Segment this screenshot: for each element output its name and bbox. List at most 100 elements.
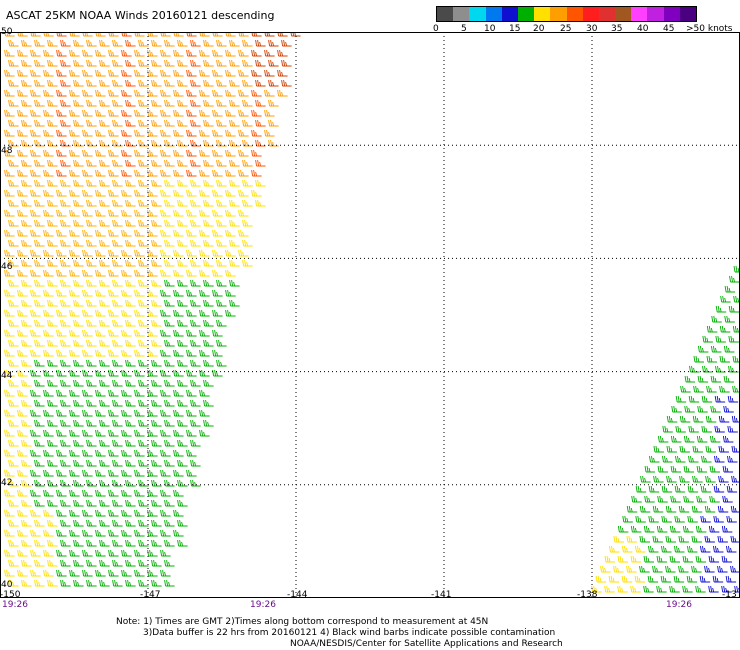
wind-barb xyxy=(255,119,266,127)
wind-barb xyxy=(86,139,97,147)
wind-barb xyxy=(125,39,136,47)
time-label-east: 19:26 xyxy=(666,600,692,610)
wind-barb xyxy=(160,509,171,517)
wind-barb xyxy=(595,575,607,583)
wind-barb xyxy=(687,515,698,523)
wind-barb xyxy=(648,485,660,493)
wind-barb xyxy=(617,525,629,533)
wind-barb xyxy=(134,129,145,137)
wind-barb xyxy=(30,409,41,417)
wind-barb xyxy=(8,279,19,287)
wind-barb xyxy=(125,579,136,587)
wind-barb xyxy=(212,249,223,257)
wind-barb xyxy=(73,499,84,507)
wind-barb xyxy=(630,555,642,563)
wind-barb xyxy=(701,395,713,403)
wind-barb xyxy=(125,479,136,487)
wind-barb xyxy=(732,355,740,363)
wind-barb xyxy=(721,525,733,533)
wind-barb xyxy=(43,189,54,197)
wind-barb xyxy=(4,289,15,297)
wind-barb xyxy=(86,239,97,247)
wind-barb xyxy=(212,109,223,117)
wind-barb xyxy=(82,549,93,557)
wind-barb xyxy=(34,39,45,47)
wind-barb xyxy=(732,385,740,393)
wind-barb xyxy=(125,339,136,347)
wind-barb xyxy=(229,199,240,207)
wind-barb xyxy=(255,179,266,187)
wind-barb xyxy=(21,299,32,307)
scale-label-50-plus: >50 knots xyxy=(686,24,733,34)
wind-barb xyxy=(173,69,184,77)
wind-barb xyxy=(112,539,123,547)
wind-barb xyxy=(164,439,175,447)
wind-barb xyxy=(121,169,132,177)
wind-barb xyxy=(86,159,97,167)
wind-barb xyxy=(69,429,80,437)
wind-barb xyxy=(177,439,188,447)
wind-barb xyxy=(728,365,739,373)
scale-label-35: 35 xyxy=(611,24,623,34)
wind-barb xyxy=(56,509,67,517)
wind-barb xyxy=(225,309,236,317)
wind-barb xyxy=(4,149,15,157)
wind-barb xyxy=(73,319,84,327)
scale-swatch xyxy=(679,7,696,21)
wind-barb xyxy=(108,109,119,117)
wind-barb xyxy=(47,259,58,267)
wind-barb xyxy=(121,229,132,237)
wind-barb xyxy=(99,359,110,367)
wind-barb xyxy=(264,89,275,97)
wind-barb xyxy=(17,149,28,157)
wind-barb xyxy=(86,399,97,407)
scale-label-0: 0 xyxy=(433,24,439,34)
wind-barb xyxy=(164,119,175,127)
scale-swatch xyxy=(598,7,616,21)
wind-barb xyxy=(177,479,188,487)
wind-barb xyxy=(43,529,54,537)
wind-barb xyxy=(730,505,740,513)
wind-barb xyxy=(199,409,210,417)
wind-barb xyxy=(95,549,106,557)
wind-barb xyxy=(631,495,642,503)
wind-barb xyxy=(121,329,132,337)
wind-barb xyxy=(8,199,19,207)
wind-barb xyxy=(229,159,240,167)
wind-barb xyxy=(47,99,58,107)
wind-barb xyxy=(4,349,15,357)
wind-barb xyxy=(696,435,708,443)
wind-barb xyxy=(671,405,682,413)
wind-barb xyxy=(56,429,67,437)
wind-barb xyxy=(125,299,136,307)
wind-barb xyxy=(726,485,738,493)
wind-barb xyxy=(138,579,149,587)
wind-barb xyxy=(160,549,171,557)
wind-barb xyxy=(99,539,110,547)
wind-barb xyxy=(264,69,275,77)
wind-barb xyxy=(30,529,41,537)
wind-barb xyxy=(69,489,80,497)
wind-barb xyxy=(112,459,123,467)
wind-barb xyxy=(683,495,694,503)
wind-barb xyxy=(47,419,58,427)
wind-barb xyxy=(43,489,54,497)
wind-barb xyxy=(216,359,227,367)
wind-barb xyxy=(719,355,730,363)
wind-barb xyxy=(60,479,71,487)
wind-barb xyxy=(56,69,67,77)
wind-barb xyxy=(108,469,119,477)
wind-barb xyxy=(722,465,734,473)
wind-barb xyxy=(82,389,93,397)
wind-barb xyxy=(731,445,740,453)
wind-barb xyxy=(99,239,110,247)
wind-barb xyxy=(164,179,175,187)
wind-barb xyxy=(203,339,214,347)
wind-barb xyxy=(73,219,84,227)
wind-barb xyxy=(34,399,45,407)
wind-barb xyxy=(99,139,110,147)
wind-barb xyxy=(69,509,80,517)
wind-barb xyxy=(695,555,707,563)
wind-barb xyxy=(160,229,171,237)
wind-barb xyxy=(17,269,28,277)
